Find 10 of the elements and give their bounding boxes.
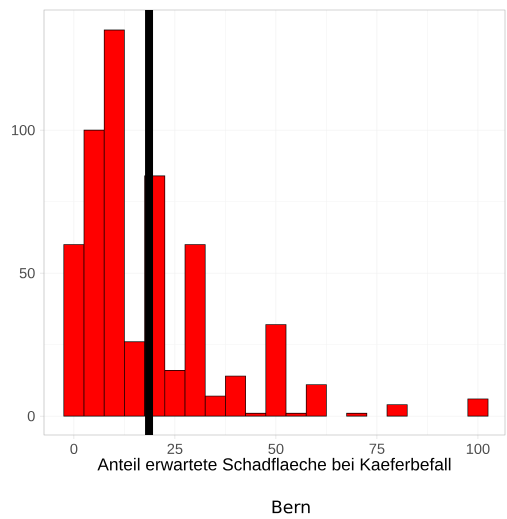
x-axis-title: Anteil erwartete Schadflaeche bei Kaeferbefall: [97, 458, 450, 471]
x-tick-label: 100: [466, 444, 490, 454]
x-tick-label: 50: [268, 444, 284, 454]
y-tick-label: 100: [12, 124, 35, 136]
y-tick-label: 0: [28, 410, 35, 422]
y-tick-label: 50: [20, 268, 35, 278]
x-tick-label: 0: [70, 444, 78, 454]
x-tick-label: 25: [168, 444, 182, 454]
x-tick-label: 75: [370, 444, 384, 454]
text: Bern: [272, 500, 310, 514]
